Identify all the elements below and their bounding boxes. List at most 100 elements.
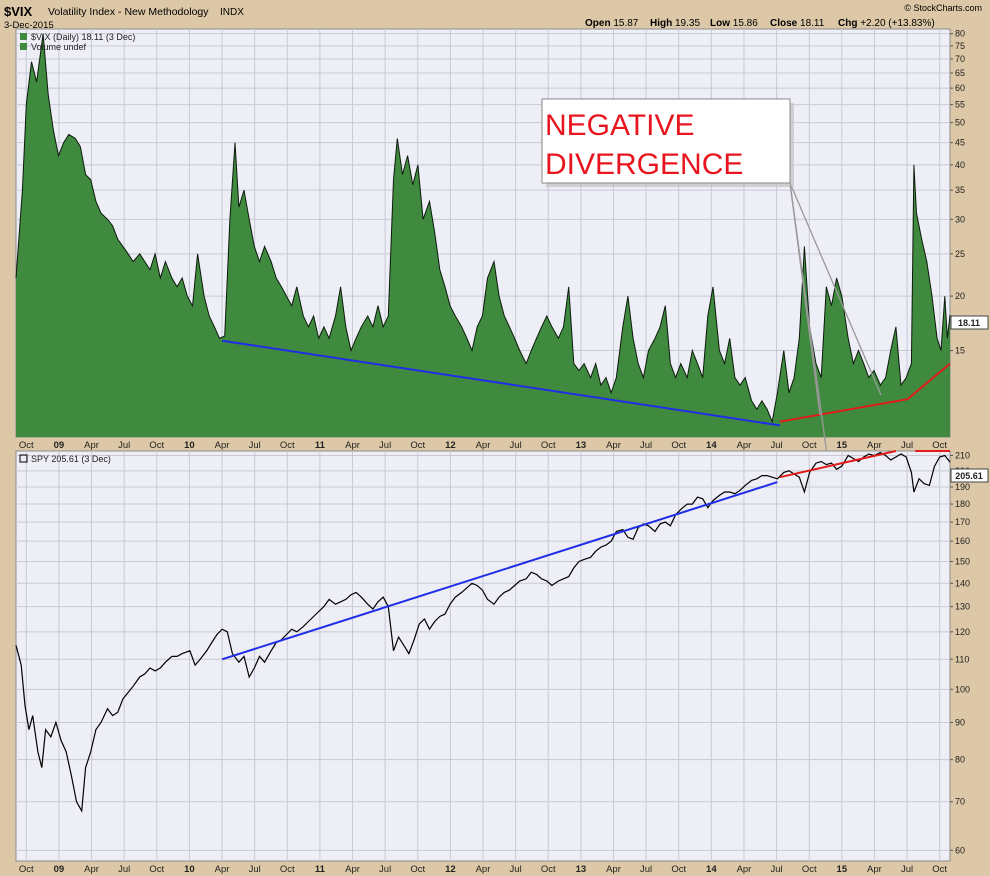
x-tick-label: Jul [640,440,652,451]
header-symbol: $VIX [4,4,33,19]
y-tick-label: 140 [955,578,970,588]
y-tick-label: 150 [955,557,970,567]
x-tick-label: Jul [379,864,391,875]
ohlc-close: Close 18.11 [770,18,825,29]
x-tick-label: Oct [541,864,556,875]
x-tick-label: 09 [54,864,65,875]
y-tick-label: 30 [955,214,965,224]
header-exchange: INDX [220,7,244,18]
ohlc-label: Open [585,18,613,29]
x-tick-label: 11 [315,864,326,875]
ohlc-value: 15.87 [613,18,638,29]
x-tick-label: Oct [149,440,164,451]
ohlc-label: High [650,18,675,29]
x-tick-label: 12 [445,864,456,875]
x-tick-label: Oct [671,440,686,451]
x-tick-label: Apr [215,440,230,451]
spy-last-value-badge: 205.61 [950,468,989,483]
x-tick-label: Apr [737,864,752,875]
x-tick-label: Apr [215,864,230,875]
x-tick-label: 11 [315,440,326,451]
x-tick-label: Oct [541,440,556,451]
ohlc-value: 18.11 [800,18,825,29]
spy-line [15,451,951,813]
x-tick-label: Apr [345,864,360,875]
x-tick-label: Jul [379,440,391,451]
y-tick-label: 80 [955,755,965,765]
spy-gridlines [16,451,950,861]
vix-legend: $VIX (Daily) 18.11 (3 Dec) Volume undef [20,32,135,52]
volume-legend-swatch [20,43,27,50]
x-tick-label: Jul [510,440,522,451]
ohlc-chg: Chg +2.20 (+13.83%) [838,18,935,29]
x-tick-label: 10 [184,440,195,451]
ohlc-label: Low [710,18,733,29]
vix-legend-swatch [20,33,27,40]
y-tick-label: 120 [955,627,970,637]
x-tick-label: 14 [706,440,717,451]
x-tick-label: Jul [640,864,652,875]
x-tick-label: Apr [606,864,621,875]
x-tick-label: Oct [671,864,686,875]
y-tick-label: 100 [955,684,970,694]
x-tick-label: Oct [802,440,817,451]
ohlc-value: +2.20 (+13.83%) [860,18,935,29]
ohlc-low: Low 15.86 [710,18,758,29]
x-tick-label: Oct [410,864,425,875]
y-tick-label: 35 [955,185,965,195]
vix-area [16,33,950,437]
negative-divergence-callout: NEGATIVE DIVERGENCE [541,98,882,463]
y-tick-label: 90 [955,718,965,728]
red-trendline [779,450,897,479]
header-date: 3-Dec-2015 [4,20,54,31]
spy-legend-swatch [19,454,28,463]
y-tick-label: 70 [955,54,965,64]
vix-line [15,33,951,424]
y-tick-label: 130 [955,602,970,612]
y-tick-label: 70 [955,797,965,807]
x-tick-label: 09 [54,440,65,451]
x-tick-label: Jul [118,440,130,451]
spy-legend-label: SPY 205.61 (3 Dec) [31,454,111,464]
x-tick-label: Oct [802,864,817,875]
x-tick-label: 10 [184,864,195,875]
y-tick-label: 160 [955,536,970,546]
x-tick-label: Apr [84,440,99,451]
x-tick-label: Oct [19,440,34,451]
spy-legend: SPY 205.61 (3 Dec) [19,454,111,464]
y-tick-label: 75 [955,41,965,51]
vix-panel: 15 20 25 30 35 40 45 50 55 60 65 70 75 80 Oct 09 Apr Jul… [15,28,989,451]
y-tick-label: 50 [955,118,965,128]
x-tick-label: Apr [737,440,752,451]
x-tick-label: 15 [837,864,848,875]
spy-panel: 60 70 80 90 100 110 120 130 140 150 160 170 180 19020… [15,450,989,875]
x-tick-label: Oct [280,440,295,451]
vix-last-value: 18.11 [958,318,980,328]
y-tick-label: 210 [955,450,970,460]
spy-x-axis: Oct 09 Apr Jul Oct 10 Apr Jul Oct 11 Apr Jul Oct 12 Ap… [19,864,948,875]
vix-trendlines [221,339,951,427]
volume-legend-label: Volume undef [31,42,87,52]
x-tick-label: Jul [510,864,522,875]
ohlc-open: Open 15.87 [585,18,639,29]
ohlc-value: 15.86 [733,18,758,29]
y-tick-label: 40 [955,160,965,170]
callout-line-1: NEGATIVE [545,109,694,142]
y-tick-label: 170 [955,517,970,527]
y-tick-label: 190 [955,482,970,492]
red-trendline [779,362,951,423]
spy-last-value: 205.61 [955,471,983,481]
x-tick-label: 15 [837,440,848,451]
ohlc-value: 19.35 [675,18,700,29]
header-ohlc: Open 15.87 High 19.35 Low 15.86 Close 18.11… [585,18,935,29]
x-tick-label: Apr [606,440,621,451]
y-tick-label: 15 [955,346,965,356]
y-tick-label: 180 [955,499,970,509]
ohlc-label: Close [770,18,800,29]
x-tick-label: Apr [476,864,491,875]
ohlc-label: Chg [838,18,860,29]
x-tick-label: Apr [867,864,882,875]
y-tick-label: 60 [955,83,965,93]
x-tick-label: Jul [901,864,913,875]
